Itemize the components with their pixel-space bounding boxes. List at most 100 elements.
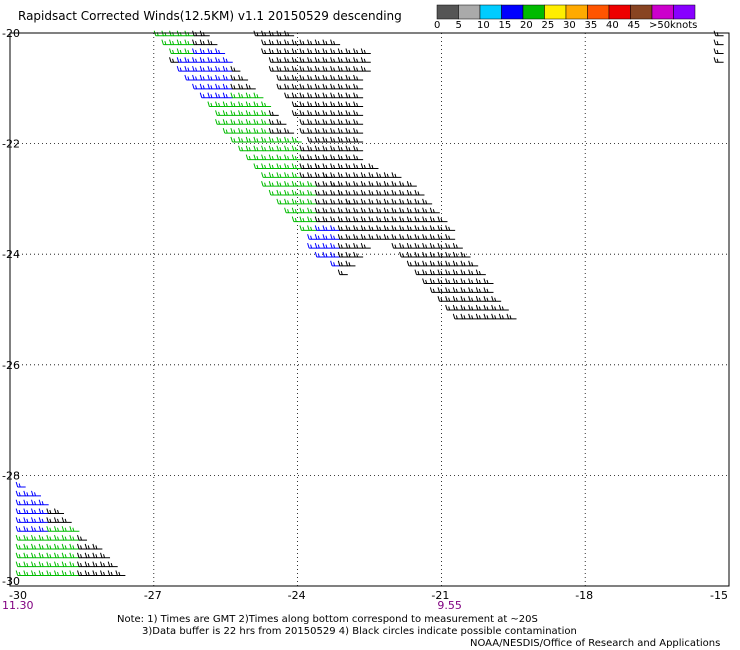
- wind-barb: [253, 145, 264, 152]
- wind-barb: [391, 242, 402, 249]
- wind-barb: [31, 543, 42, 550]
- wind-barb: [345, 189, 356, 196]
- wind-barb: [291, 198, 302, 205]
- wind-barb: [360, 207, 371, 214]
- wind-barb: [307, 172, 318, 178]
- wind-barb: [184, 48, 195, 54]
- wind-barb: [253, 127, 264, 134]
- wind-barb: [345, 172, 356, 178]
- wind-barb: [54, 517, 65, 523]
- wind-barb: [222, 127, 233, 134]
- wind-barb: [15, 526, 26, 532]
- wind-barb: [238, 110, 249, 116]
- wind-barb: [376, 181, 387, 187]
- wind-barb: [429, 269, 440, 276]
- wind-barb: [207, 48, 218, 54]
- wind-barb: [199, 39, 210, 46]
- wind-barb: [284, 57, 295, 63]
- wind-barb: [406, 189, 417, 196]
- wind-barb: [422, 225, 433, 231]
- wind-barb: [23, 526, 34, 532]
- wind-barb: [360, 216, 371, 223]
- wind-barb: [215, 119, 226, 125]
- wind-barb: [84, 552, 95, 559]
- wind-barb: [299, 127, 310, 134]
- wind-barb: [77, 570, 88, 576]
- wind-barb: [437, 287, 448, 293]
- wind-barb: [69, 534, 80, 541]
- wind-barb: [414, 251, 425, 258]
- wind-barb: [330, 189, 341, 196]
- legend-label: >50: [649, 20, 671, 31]
- wind-barb: [422, 278, 433, 285]
- wind-barb: [322, 57, 333, 63]
- wind-barb: [284, 207, 295, 214]
- wind-barb: [360, 66, 371, 72]
- wind-barb: [23, 552, 34, 559]
- wind-barb: [713, 57, 724, 63]
- wind-barb: [452, 260, 463, 267]
- wind-barb: [291, 101, 302, 108]
- wind-barb: [376, 225, 387, 231]
- wind-barb: [429, 287, 440, 293]
- wind-barb: [491, 313, 502, 320]
- wind-barb: [169, 48, 180, 54]
- wind-barb: [468, 260, 479, 267]
- wind-barb: [291, 48, 302, 54]
- wind-barb: [215, 74, 226, 81]
- wind-barb: [345, 225, 356, 231]
- wind-barb: [268, 172, 279, 178]
- wind-barb: [268, 163, 279, 169]
- wind-barb: [307, 163, 318, 169]
- wind-barb: [268, 145, 279, 152]
- wind-barb: [291, 83, 302, 90]
- legend-label: 25: [541, 20, 555, 31]
- wind-barb: [46, 552, 57, 559]
- wind-barb: [268, 66, 279, 72]
- wind-barb: [314, 242, 325, 249]
- wind-barb: [276, 198, 287, 205]
- wind-barb: [353, 66, 364, 72]
- wind-barb: [475, 287, 486, 293]
- wind-barb: [291, 57, 302, 63]
- wind-barb: [299, 101, 310, 108]
- wind-barb: [299, 57, 310, 63]
- legend-label: 45: [627, 20, 641, 31]
- wind-barb: [322, 66, 333, 72]
- wind-barb: [31, 499, 42, 506]
- wind-barb: [46, 561, 57, 568]
- wind-barb: [445, 278, 456, 285]
- wind-barb: [314, 92, 325, 99]
- wind-barb: [337, 57, 348, 63]
- wind-barb: [222, 110, 233, 116]
- wind-barb: [245, 101, 256, 108]
- wind-barb: [330, 66, 341, 72]
- wind-barb: [353, 101, 364, 108]
- wind-barb: [445, 225, 456, 231]
- wind-barb: [330, 127, 341, 134]
- wind-barb: [345, 145, 356, 152]
- wind-barb: [230, 74, 241, 81]
- wind-barb: [452, 313, 463, 320]
- wind-barb: [314, 172, 325, 178]
- wind-barb: [353, 198, 364, 205]
- time-label: 11.30: [2, 599, 34, 612]
- wind-barb: [391, 172, 402, 178]
- wind-barb: [337, 101, 348, 108]
- wind-barb: [207, 39, 218, 46]
- wind-barb: [307, 242, 318, 249]
- wind-barb: [291, 110, 302, 116]
- wind-barb: [437, 242, 448, 249]
- wind-barb: [222, 66, 233, 72]
- wind-barb: [391, 181, 402, 187]
- wind-barb: [468, 269, 479, 276]
- note-line-1: Note: 1) Times are GMT 2)Times along bot…: [117, 614, 538, 625]
- wind-barb: [353, 242, 364, 249]
- legend-swatch: [565, 4, 588, 20]
- wind-barb: [276, 189, 287, 196]
- wind-barb: [422, 207, 433, 214]
- wind-barb: [291, 172, 302, 178]
- wind-barb: [437, 269, 448, 276]
- wind-barb: [100, 552, 111, 559]
